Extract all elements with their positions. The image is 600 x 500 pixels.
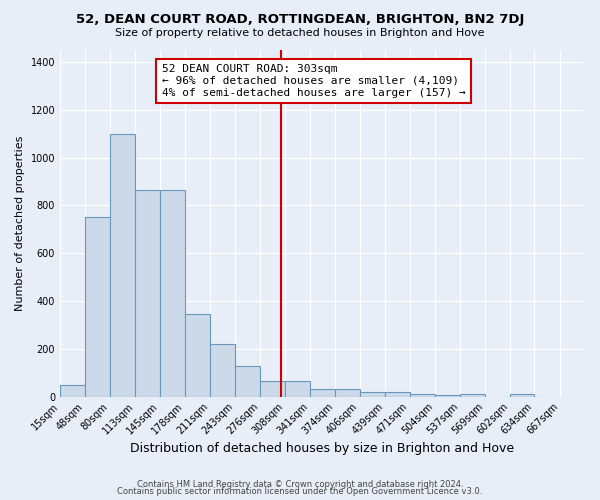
Bar <box>460 394 485 396</box>
Bar <box>210 344 235 397</box>
Bar <box>185 314 210 396</box>
Bar <box>385 392 410 396</box>
Bar <box>310 390 335 396</box>
Bar <box>359 392 385 396</box>
Text: 52 DEAN COURT ROAD: 303sqm
← 96% of detached houses are smaller (4,109)
4% of se: 52 DEAN COURT ROAD: 303sqm ← 96% of deta… <box>162 64 466 98</box>
Bar <box>110 134 135 396</box>
Text: 52, DEAN COURT ROAD, ROTTINGDEAN, BRIGHTON, BN2 7DJ: 52, DEAN COURT ROAD, ROTTINGDEAN, BRIGHT… <box>76 12 524 26</box>
Bar <box>510 394 535 396</box>
Bar <box>410 394 435 396</box>
Text: Contains HM Land Registry data © Crown copyright and database right 2024.: Contains HM Land Registry data © Crown c… <box>137 480 463 489</box>
Text: Contains public sector information licensed under the Open Government Licence v3: Contains public sector information licen… <box>118 487 482 496</box>
Bar <box>60 384 85 396</box>
Bar <box>335 390 359 396</box>
Bar <box>85 218 110 396</box>
Bar <box>260 381 284 396</box>
Bar <box>235 366 260 396</box>
Bar <box>284 381 310 396</box>
Text: Size of property relative to detached houses in Brighton and Hove: Size of property relative to detached ho… <box>115 28 485 38</box>
X-axis label: Distribution of detached houses by size in Brighton and Hove: Distribution of detached houses by size … <box>130 442 515 455</box>
Y-axis label: Number of detached properties: Number of detached properties <box>15 136 25 311</box>
Bar <box>160 190 185 396</box>
Bar <box>135 190 160 396</box>
